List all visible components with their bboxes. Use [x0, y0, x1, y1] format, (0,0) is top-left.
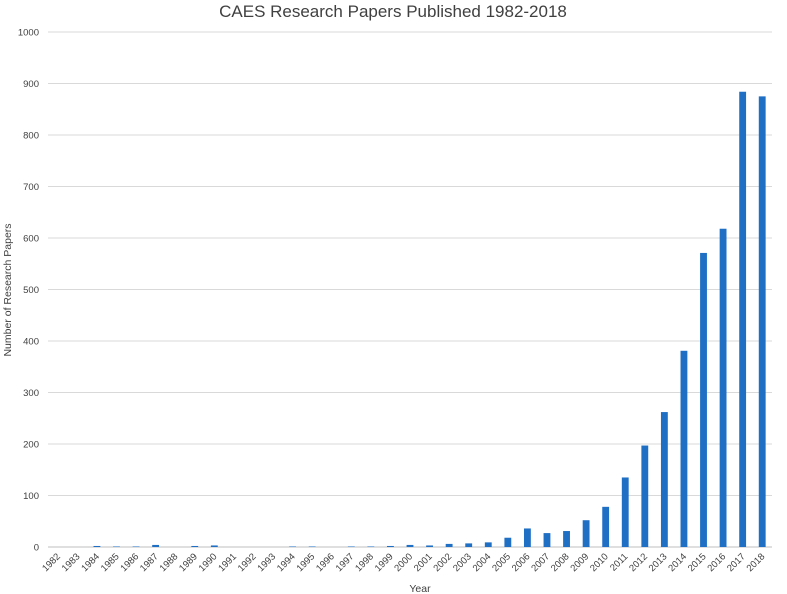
bar	[543, 533, 551, 547]
bar	[504, 537, 512, 547]
bar	[719, 228, 727, 548]
y-tick-label: 100	[23, 491, 39, 502]
x-tick-label: 2002	[432, 551, 455, 574]
y-tick-label: 300	[23, 388, 39, 399]
x-tick-label: 1985	[99, 551, 122, 574]
x-tick-label: 2010	[588, 551, 611, 574]
bar	[406, 544, 414, 547]
x-tick-label: 1995	[295, 551, 318, 574]
y-tick-label: 700	[23, 182, 39, 193]
x-tick-label: 2018	[745, 551, 768, 574]
bar	[582, 520, 590, 547]
bar	[602, 506, 610, 547]
bar	[641, 445, 649, 547]
bar	[445, 543, 453, 547]
y-tick-label: 900	[23, 79, 39, 90]
x-tick-label: 1987	[138, 551, 161, 574]
x-tick-label: 1996	[314, 551, 337, 574]
chart-title: CAES Research Papers Published 1982-2018	[219, 2, 567, 21]
bar	[660, 412, 668, 547]
x-tick-label: 1992	[236, 551, 259, 574]
x-tick-label: 2008	[549, 551, 572, 574]
x-tick-label: 1984	[79, 551, 102, 574]
x-tick-label: 1991	[216, 551, 239, 574]
bar	[621, 477, 629, 547]
y-tick-label: 400	[23, 337, 39, 348]
x-tick-label: 2003	[451, 551, 474, 574]
x-tick-label: 1988	[158, 551, 181, 574]
bar	[308, 546, 316, 547]
x-tick-label: 1989	[177, 551, 200, 574]
bar	[523, 528, 531, 547]
x-tick-label: 2017	[725, 551, 748, 574]
x-tick-label: 2005	[490, 551, 513, 574]
x-tick-label: 2007	[529, 551, 552, 574]
bar	[367, 546, 375, 547]
x-tick-label: 1997	[334, 551, 357, 574]
bar	[465, 543, 473, 547]
bar	[387, 545, 394, 547]
x-tick-label: 2014	[666, 551, 689, 574]
bar	[210, 545, 218, 547]
x-tick-label: 2009	[569, 551, 592, 574]
x-tick-label: 1999	[373, 551, 396, 574]
bar	[113, 546, 120, 547]
x-tick-label: 2013	[647, 551, 670, 574]
x-tick-label: 2000	[392, 551, 415, 574]
x-tick-label: 1986	[118, 551, 141, 574]
bar	[563, 531, 570, 547]
x-axis-ticks: 1982198319841985198619871988198919901991…	[40, 551, 767, 574]
x-tick-label: 2006	[510, 551, 533, 574]
bar	[152, 544, 160, 547]
bar	[426, 545, 433, 547]
bars	[93, 91, 766, 548]
y-axis-ticks: 0 100 200 300 400 500 600 700 800 900 1000	[18, 28, 39, 554]
y-tick-label: 600	[23, 234, 39, 245]
bar	[484, 542, 492, 547]
y-axis-label: Number of Research Papers	[2, 223, 14, 356]
y-tick-label: 800	[23, 131, 39, 142]
bar	[191, 545, 199, 547]
x-tick-label: 2001	[412, 551, 435, 574]
y-tick-label: 200	[23, 440, 39, 451]
x-axis-label: Year	[409, 583, 431, 594]
bar	[680, 350, 688, 547]
x-tick-label: 1983	[60, 551, 83, 574]
bar	[347, 546, 355, 547]
x-tick-label: 2012	[627, 551, 650, 574]
x-tick-label: 1998	[353, 551, 376, 574]
bar	[132, 546, 140, 547]
y-tick-label: 1000	[18, 28, 39, 39]
bar	[93, 545, 101, 547]
x-tick-label: 2016	[705, 551, 728, 574]
bar	[739, 91, 747, 548]
bar	[758, 96, 766, 547]
x-tick-label: 1993	[255, 551, 278, 574]
x-tick-label: 2011	[608, 551, 630, 573]
x-tick-label: 1994	[275, 551, 298, 574]
y-tick-label: 500	[23, 285, 39, 296]
y-tick-label: 0	[34, 543, 39, 554]
x-tick-label: 2015	[686, 551, 709, 574]
bar	[700, 252, 707, 547]
gridlines	[48, 31, 772, 548]
x-tick-label: 1990	[197, 551, 220, 574]
x-tick-label: 2004	[471, 551, 494, 574]
bar	[289, 546, 297, 547]
x-tick-label: 1982	[40, 551, 63, 574]
